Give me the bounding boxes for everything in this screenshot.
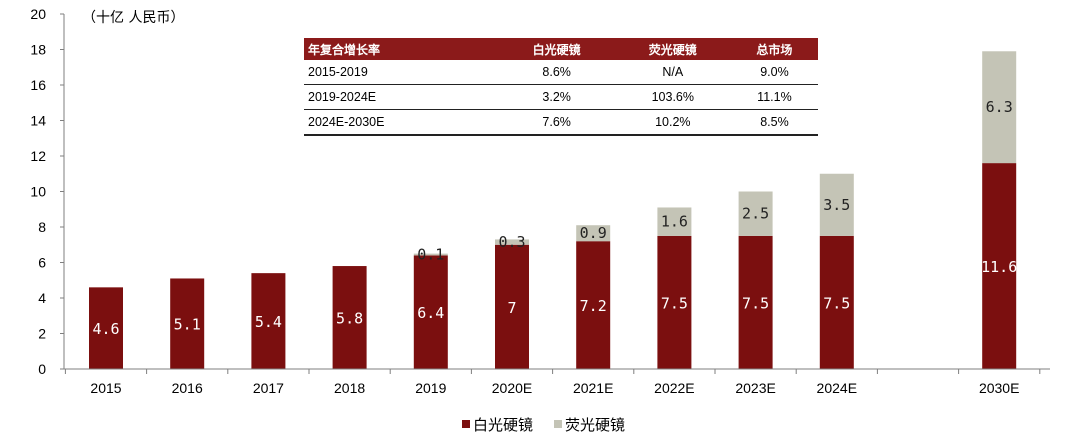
x-tick-label: 2024E — [817, 380, 857, 396]
table-cell: 8.5% — [730, 109, 818, 136]
bar-value-label: 0.1 — [417, 246, 444, 264]
table-cell: 9.0% — [730, 60, 818, 85]
y-tick-label: 10 — [30, 184, 46, 200]
bar-value-label: 3.5 — [823, 196, 850, 214]
y-tick-label: 18 — [30, 42, 46, 58]
bar-white-light — [332, 266, 367, 369]
y-tick-label: 8 — [38, 219, 46, 235]
x-tick-label: 2019 — [415, 380, 446, 396]
bar-white-light — [495, 244, 529, 369]
bar-value-label: 7.2 — [580, 297, 607, 315]
legend-swatch — [462, 420, 470, 428]
x-tick-label: 2023E — [735, 380, 775, 396]
x-axis: 2015 2016 2017 2018 2019 2020E 2021E 2022E 2023E… — [64, 368, 1050, 396]
x-tick-label: 2020E — [492, 380, 532, 396]
bar-value-label: 7.5 — [823, 294, 850, 312]
bar-white-light — [413, 255, 448, 369]
bar-value-label: 11.6 — [981, 258, 1017, 276]
bar-fluorescence — [819, 173, 854, 236]
bar-fluorescence — [982, 51, 1017, 164]
y-tick-label: 14 — [30, 113, 46, 129]
bar-value-label: 0.9 — [580, 224, 607, 242]
bar-value-label: 5.8 — [336, 310, 363, 328]
bar-white-light — [738, 235, 773, 369]
x-tick-label: 2018 — [334, 380, 365, 396]
y-tick-label: 6 — [38, 255, 46, 271]
bar-value-label: 7.5 — [661, 294, 688, 312]
table-header-cell: 荧光硬镜 — [614, 38, 731, 60]
y-tick-label: 4 — [38, 290, 46, 306]
table-row: 2024E-2030E 7.6% 10.2% 8.5% — [304, 109, 818, 136]
y-tick-label: 0 — [38, 361, 46, 377]
table-cell: 2024E-2030E — [304, 109, 499, 136]
table-cell: 2019-2024E — [304, 84, 499, 110]
table-header-cell: 年复合增长率 — [304, 38, 499, 60]
bar-value-label: 4.6 — [92, 320, 119, 338]
bar-white-light — [89, 287, 123, 369]
table-header-cell: 白光硬镜 — [498, 38, 615, 60]
bar-fluorescence — [495, 239, 529, 245]
table-header-cell: 总市场 — [730, 38, 818, 60]
x-tick-label: 2021E — [573, 380, 613, 396]
bar-white-light — [170, 278, 205, 369]
bar-value-label: 7.5 — [742, 294, 769, 312]
bar-white-light — [251, 273, 286, 369]
bar-white-light — [576, 241, 611, 369]
table-cell: 103.6% — [614, 84, 731, 110]
table-cell: 11.1% — [730, 84, 818, 110]
table-cell: 3.2% — [498, 84, 615, 110]
legend-label: 白光硬镜 — [473, 416, 533, 434]
table-row: 2019-2024E 3.2% 103.6% 11.1% — [304, 84, 818, 110]
x-tick-label: 2030E — [979, 380, 1019, 396]
bar-value-label: 6.4 — [417, 304, 444, 322]
bar-fluorescence — [576, 225, 611, 242]
bars: 4.6 5.1 5.4 5.8 6.4 0.1 7 0.3 7.2 0.9 7.5 1.6 7.5 2.5… — [89, 51, 1017, 369]
legend-swatch — [554, 420, 562, 428]
x-tick-label: 2017 — [253, 380, 284, 396]
bar-value-label: 2.5 — [742, 205, 769, 223]
table-header-row: 年复合增长率 白光硬镜 荧光硬镜 总市场 — [304, 38, 818, 60]
y-axis: 0 2 4 6 8 10 12 14 16 18 20 — [30, 6, 65, 377]
bar-value-label: 7 — [507, 299, 516, 317]
bar-white-light — [657, 235, 692, 369]
bar-value-label: 1.6 — [661, 213, 688, 231]
legend-label: 荧光硬镜 — [565, 416, 625, 434]
table-cell: 8.6% — [498, 60, 615, 85]
unit-label: （十亿 人民币） — [82, 10, 184, 26]
table-cell: 10.2% — [614, 109, 731, 136]
table-row: 2015-2019 8.6% N/A 9.0% — [304, 60, 818, 85]
cagr-table: 年复合增长率 白光硬镜 荧光硬镜 总市场 2015-2019 8.6% N/A … — [304, 38, 818, 136]
bar-white-light — [819, 235, 854, 369]
table-cell: 7.6% — [498, 109, 615, 136]
bar-fluorescence — [413, 253, 448, 256]
legend: 白光硬镜 荧光硬镜 — [462, 416, 625, 434]
bar-value-label: 6.3 — [986, 98, 1013, 116]
bar-value-label: 5.4 — [255, 313, 282, 331]
y-tick-label: 12 — [30, 148, 46, 164]
bar-fluorescence — [657, 207, 692, 236]
bar-white-light — [982, 163, 1017, 369]
x-tick-label: 2016 — [172, 380, 203, 396]
bar-fluorescence — [738, 191, 773, 236]
y-tick-label: 2 — [38, 326, 46, 342]
bar-value-label: 0.3 — [498, 233, 525, 251]
table-cell: N/A — [614, 60, 731, 85]
x-tick-label: 2022E — [654, 380, 694, 396]
x-tick-label: 2015 — [90, 380, 121, 396]
y-tick-label: 16 — [30, 77, 46, 93]
y-tick-label: 20 — [30, 6, 46, 22]
bar-value-label: 5.1 — [174, 316, 201, 334]
table-cell: 2015-2019 — [304, 60, 499, 85]
